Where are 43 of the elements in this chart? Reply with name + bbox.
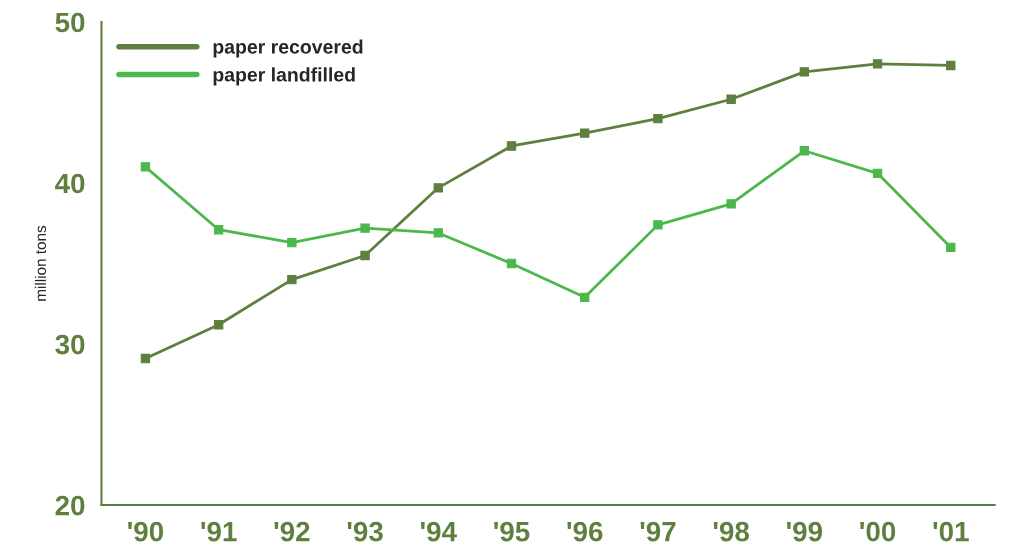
point — [433, 228, 443, 238]
y-tick-label: 30 — [55, 334, 85, 355]
point — [287, 237, 297, 248]
point — [726, 199, 736, 209]
x-tick-label: '93 — [347, 521, 383, 542]
x-tick-label: '90 — [128, 521, 164, 542]
point — [360, 223, 370, 233]
point — [287, 274, 297, 285]
x-tick-label: '92 — [274, 521, 310, 542]
point — [506, 258, 517, 269]
point — [580, 292, 590, 303]
point — [799, 67, 810, 77]
point — [872, 168, 883, 179]
x-tick-label: '96 — [567, 521, 603, 542]
point — [213, 320, 224, 330]
y-tick-label: 50 — [55, 12, 85, 33]
x-tick-label: '98 — [713, 521, 750, 542]
point — [213, 225, 224, 235]
point — [946, 60, 956, 71]
point — [140, 162, 151, 172]
point — [653, 220, 663, 230]
x-tick-label: '00 — [860, 521, 896, 542]
point — [433, 183, 443, 193]
point — [506, 141, 517, 151]
point — [799, 146, 810, 156]
x-tick-label: '01 — [933, 521, 969, 542]
point — [360, 250, 370, 261]
legend-label: paper landfilled — [213, 67, 355, 86]
point — [653, 113, 663, 124]
y-axis-title: million tons — [34, 225, 47, 301]
point — [140, 353, 151, 364]
legend-label: paper recovered — [213, 39, 363, 58]
x-tick-label: '99 — [787, 521, 823, 542]
point — [946, 242, 956, 253]
point — [580, 128, 590, 138]
y-tick-label: 40 — [55, 173, 85, 194]
x-tick-label: '91 — [201, 521, 237, 542]
point — [726, 94, 736, 104]
x-tick-label: '95 — [494, 521, 530, 542]
point — [872, 59, 883, 69]
y-tick-label: 20 — [55, 495, 85, 516]
x-tick-label: '94 — [421, 521, 457, 542]
x-tick-label: '97 — [640, 521, 676, 542]
